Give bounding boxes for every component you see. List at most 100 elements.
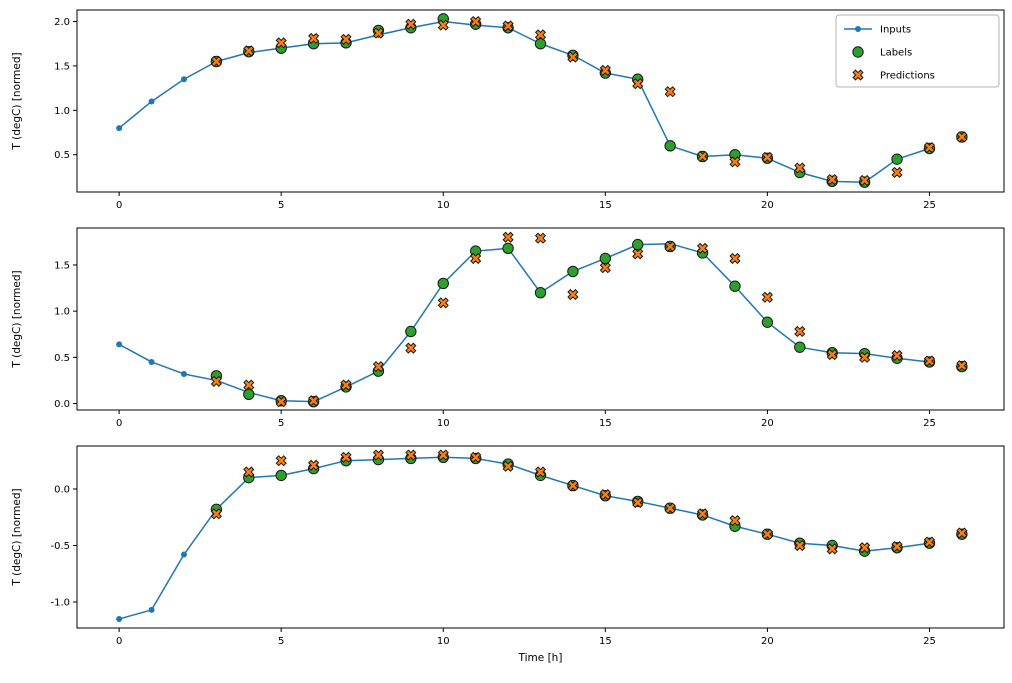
x-tick-label: 10	[437, 636, 450, 647]
axes-frame	[76, 445, 1005, 629]
predictions-marker	[956, 360, 968, 372]
predictions-marker	[405, 342, 417, 354]
predictions-marker	[340, 451, 352, 463]
x-tick-label: 15	[599, 636, 612, 647]
y-axis-label: T (degC) [normed]	[11, 52, 23, 150]
inputs-marker	[180, 370, 187, 377]
predictions-marker	[437, 297, 449, 309]
inputs-marker	[116, 615, 123, 622]
legend-label: Inputs	[880, 25, 911, 36]
subplot-3: -1.0 -0.5 0.0 0 5 10 15 20 25 T (degC) [normed]	[11, 445, 1005, 647]
predictions-marker	[761, 151, 773, 163]
x-tick-label: 5	[278, 418, 284, 429]
inputs-marker	[180, 551, 187, 558]
x-tick-label: 25	[923, 418, 936, 429]
predictions-marker	[859, 542, 871, 554]
predictions-marker	[826, 173, 838, 186]
predictions-marker	[664, 86, 676, 98]
inputs-marker	[180, 76, 187, 83]
y-axis-label: T (degC) [normed]	[11, 488, 23, 586]
axes-frame	[76, 9, 1005, 193]
predictions-marker	[437, 19, 449, 31]
legend: Inputs Labels Predictions	[835, 14, 1000, 88]
predictions-marker	[275, 396, 287, 408]
axes-frame	[76, 227, 1005, 411]
predictions-marker	[210, 55, 222, 68]
predictions-marker	[502, 231, 514, 243]
predictions-marker	[308, 395, 320, 407]
predictions-marker	[340, 33, 352, 45]
labels-marker	[437, 277, 449, 290]
predictions-marker	[534, 29, 547, 41]
y-tick-label: -0.5	[50, 541, 70, 552]
inputs-line	[118, 242, 930, 403]
predictions-marker	[923, 536, 936, 548]
x-tick-label: 0	[116, 200, 122, 211]
predictions-marker	[826, 348, 838, 361]
y-tick-label: 0.0	[54, 484, 70, 495]
labels-marker	[243, 388, 255, 400]
predictions-marker	[210, 508, 222, 520]
y-tick-label: 1.0	[54, 106, 70, 117]
y-tick-label: 0.0	[54, 399, 70, 410]
labels-marker	[567, 265, 579, 278]
legend-label: Predictions	[880, 71, 935, 82]
predictions-marker	[534, 232, 547, 244]
predictions-marker	[502, 20, 514, 32]
predictions-marker	[210, 375, 222, 387]
predictions-marker	[664, 502, 676, 514]
y-tick-label: 1.5	[54, 260, 70, 271]
x-tick-label: 0	[116, 636, 122, 647]
x-tick-label: 20	[761, 200, 774, 211]
inputs-marker	[148, 98, 155, 105]
predictions-marker	[372, 27, 385, 39]
x-tick-label: 25	[923, 200, 936, 211]
predictions-marker	[761, 528, 773, 540]
x-tick-label: 10	[437, 200, 450, 211]
y-tick-label: 0.5	[54, 150, 70, 161]
labels-marker	[794, 341, 806, 353]
predictions-marker	[308, 32, 320, 44]
legend-label: Labels	[880, 48, 912, 59]
inputs-line	[118, 456, 930, 620]
y-tick-label: 1.5	[54, 61, 70, 72]
predictions-marker	[243, 45, 255, 57]
predictions-marker	[891, 349, 903, 362]
predictions-marker	[826, 543, 838, 555]
x-tick-label: 15	[599, 200, 612, 211]
predictions-marker	[729, 252, 741, 265]
predictions-marker	[243, 466, 255, 478]
predictions-marker	[470, 15, 482, 28]
predictions-marker	[599, 262, 611, 274]
labels-marker	[275, 469, 287, 482]
inputs-marker	[148, 606, 155, 613]
labels-marker	[502, 242, 514, 255]
inputs-marker	[148, 358, 155, 365]
predictions-marker	[308, 459, 320, 471]
predictions-marker	[599, 64, 611, 76]
x-tick-label: 20	[761, 418, 774, 429]
x-tick-label: 5	[278, 200, 284, 211]
x-tick-label: 5	[278, 636, 284, 647]
predictions-marker	[794, 325, 806, 338]
predictions-marker	[470, 451, 482, 463]
predictions-marker	[729, 515, 741, 527]
x-axis-label: Time [h]	[518, 652, 563, 664]
predictions-marker	[632, 78, 644, 90]
predictions-marker	[405, 449, 417, 461]
predictions-marker	[696, 150, 709, 163]
inputs-line	[118, 20, 930, 183]
y-tick-label: 2.0	[54, 17, 70, 28]
predictions-marker	[859, 351, 871, 363]
predictions-marker	[891, 166, 903, 179]
y-tick-label: 0.5	[54, 353, 70, 364]
y-tick-label: 1.0	[54, 307, 70, 318]
subplot-1: 0.5 1.0 1.5 2.0 0 5 10 15 20 25 T (degC) [normed]	[11, 9, 1005, 211]
x-tick-label: 20	[761, 636, 774, 647]
predictions-marker	[729, 156, 741, 168]
predictions-marker	[372, 449, 385, 461]
predictions-marker	[599, 489, 611, 501]
legend-predictions-x-icon	[852, 69, 864, 81]
